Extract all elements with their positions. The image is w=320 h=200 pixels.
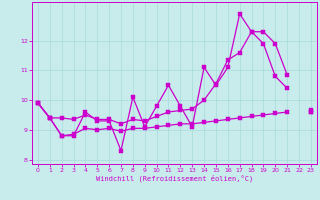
X-axis label: Windchill (Refroidissement éolien,°C): Windchill (Refroidissement éolien,°C) <box>96 175 253 182</box>
